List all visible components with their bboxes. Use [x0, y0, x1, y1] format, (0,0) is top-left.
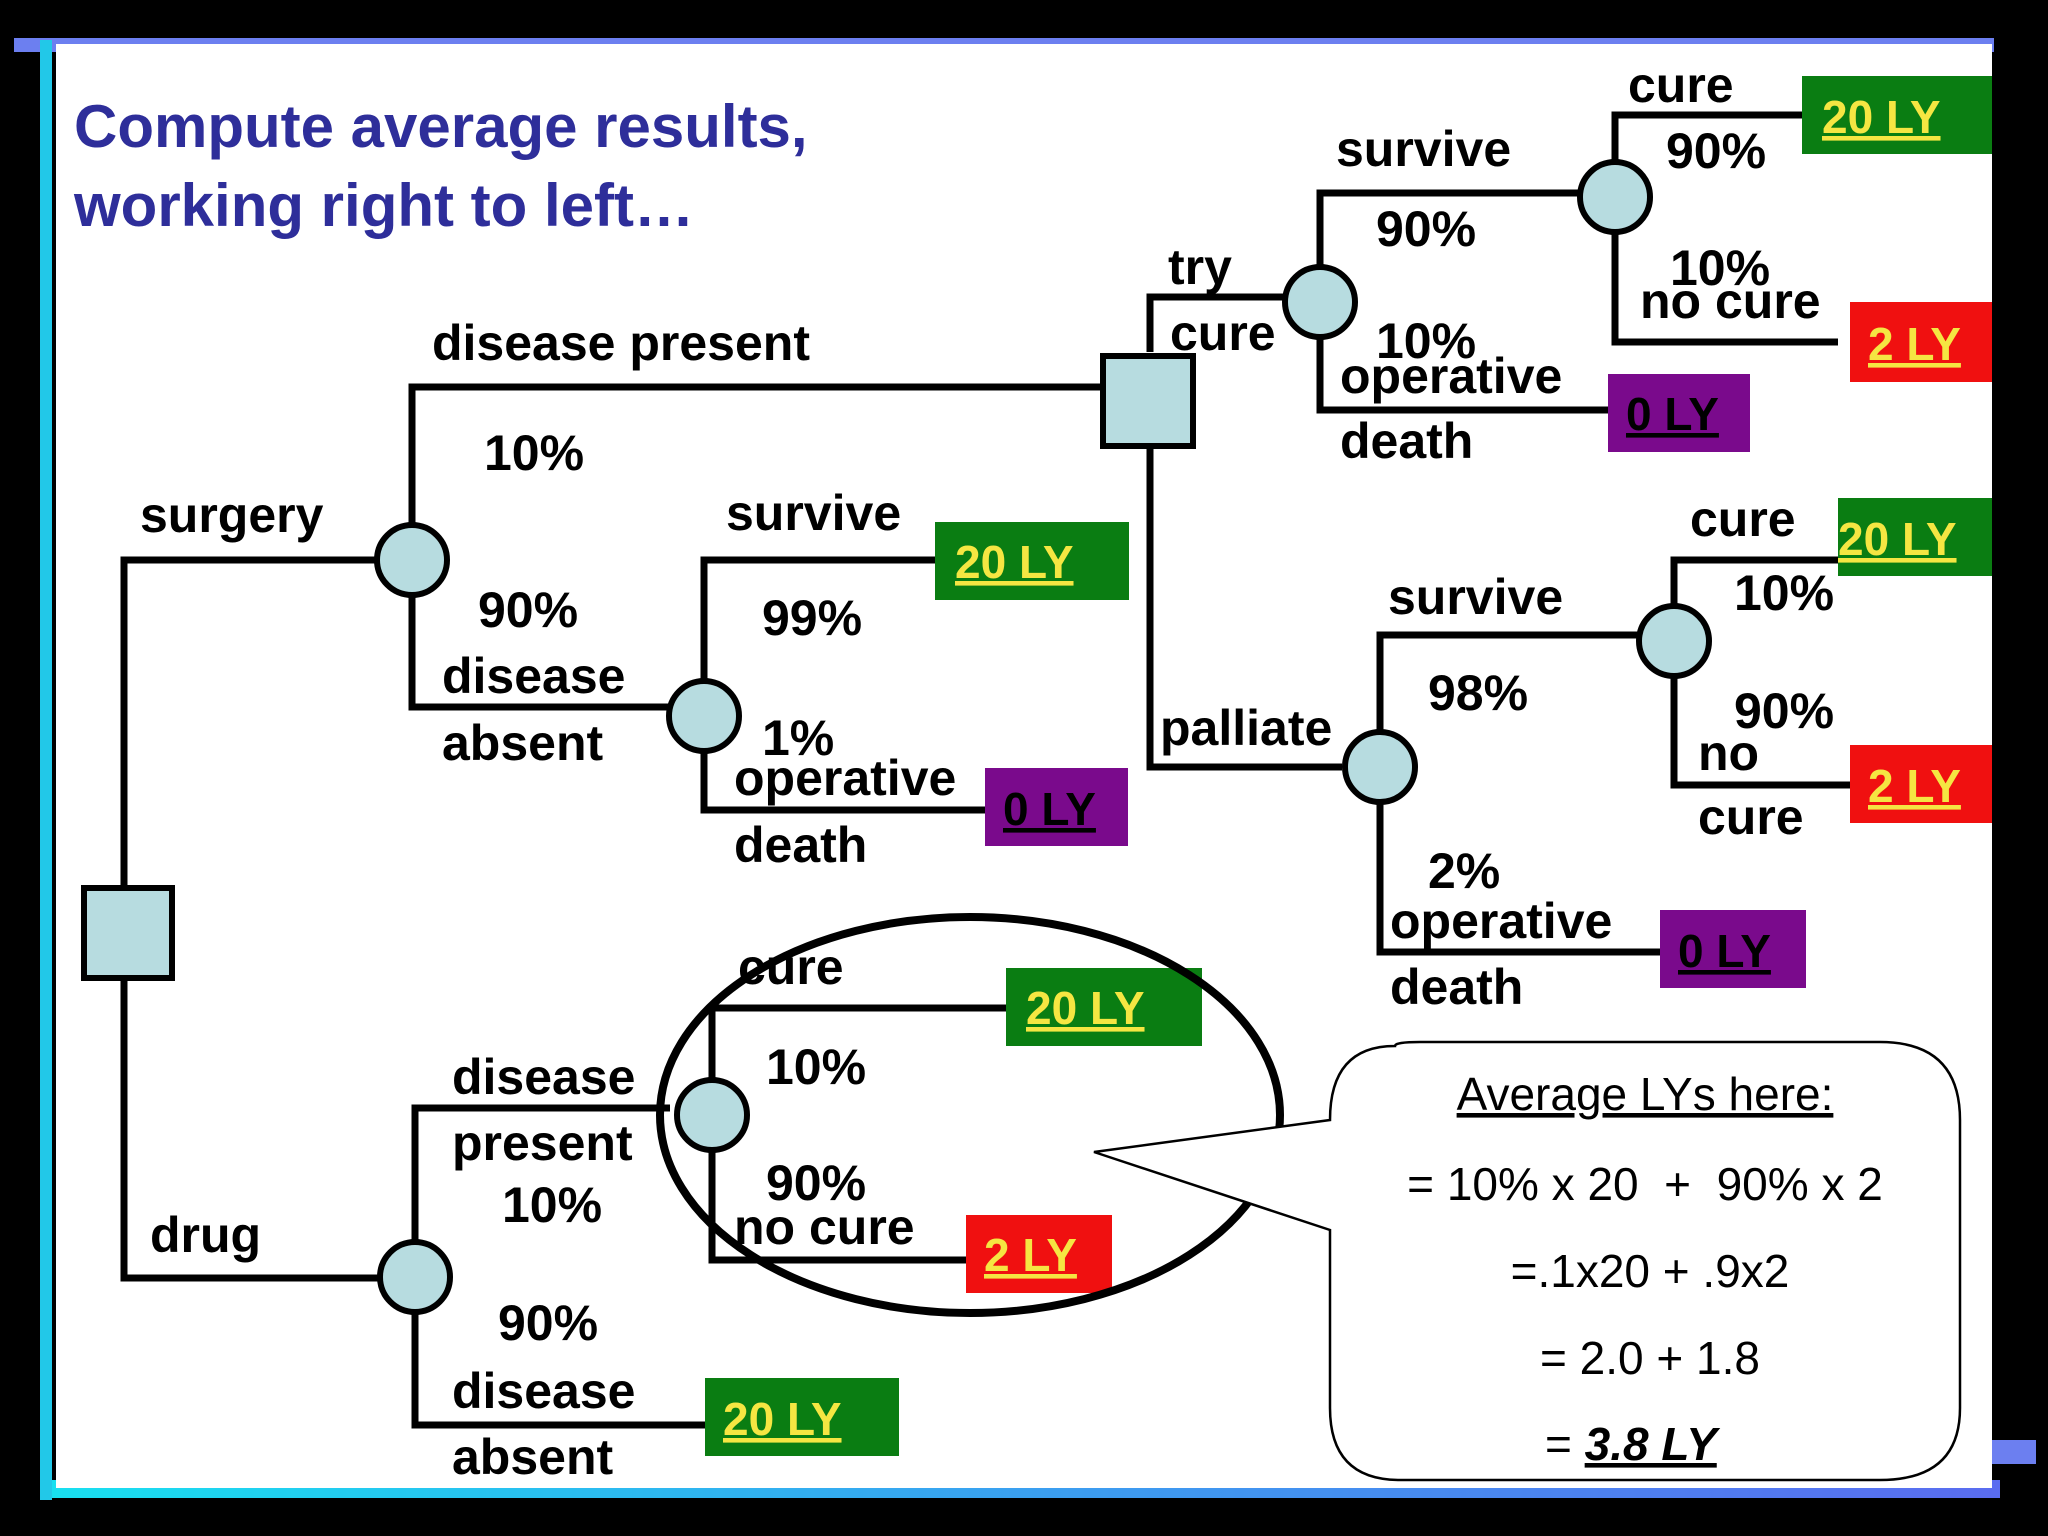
cure-label: cure [738, 939, 844, 995]
title-line-1: Compute average results, [74, 93, 808, 160]
title-line-2: working right to left… [73, 172, 694, 239]
probability-label: 90% [1734, 683, 1834, 739]
survive-label: survive [726, 485, 901, 541]
probability-label: 10% [1670, 240, 1770, 296]
probability-label: 1% [762, 710, 834, 766]
outcome-box-20ly [1802, 76, 1992, 154]
palliate-survive-chance-node [1636, 603, 1712, 679]
outcome-box-20ly [935, 522, 1129, 600]
drug-chance-node [377, 1239, 453, 1315]
absent-label: absent [452, 1429, 614, 1485]
probability-label: 90% [498, 1295, 598, 1351]
survive-label: survive [1336, 121, 1511, 177]
callout-result-prefix: = [1545, 1418, 1585, 1470]
callout-bubble [1093, 1040, 1962, 1482]
outcome-box-20ly [1838, 498, 1992, 576]
outcome-label: 20 LY [1838, 513, 1957, 565]
probability-label: 10% [1376, 313, 1476, 369]
outcome-box-0ly [1660, 910, 1806, 988]
try-cure-survive-chance-node [1577, 159, 1653, 235]
probability-label: 10% [766, 1039, 866, 1095]
right-accent-tab [1990, 1440, 2036, 1464]
disease-label: disease [452, 1049, 635, 1105]
death-label: death [1390, 959, 1523, 1015]
outcome-label: 0 LY [1003, 783, 1096, 835]
drug-label: drug [150, 1207, 261, 1263]
outcome-label: 0 LY [1678, 925, 1771, 977]
try-cure-chance-node [1282, 264, 1358, 340]
probability-label: 90% [1666, 123, 1766, 179]
no-cure-label: no cure [1640, 273, 1821, 329]
outcome-box-2ly [1850, 302, 1992, 382]
left-accent-bar [40, 40, 52, 1500]
probability-label: 10% [502, 1177, 602, 1233]
death-label: death [1340, 413, 1473, 469]
callout-result-value: 3.8 LY [1585, 1418, 1721, 1470]
operative-label: operative [1390, 893, 1612, 949]
palliate-chance-node [1342, 729, 1418, 805]
outcome-box-0ly [985, 768, 1128, 846]
tree-branches [120, 111, 1850, 1429]
callout-line-2: =.1x20 + .9x2 [1511, 1245, 1790, 1297]
probability-label: 90% [1376, 201, 1476, 257]
callout-heading: Average LYs here: [1457, 1068, 1834, 1120]
operative-label: operative [1340, 348, 1562, 404]
outcome-label: 20 LY [955, 536, 1074, 588]
cure-label: cure [1690, 491, 1796, 547]
outcome-label: 20 LY [1822, 91, 1941, 143]
outcome-label: 2 LY [984, 1229, 1077, 1281]
survive-label: survive [1388, 569, 1563, 625]
highlight-ellipse [656, 913, 1284, 1317]
disease-absent-chance-node [666, 678, 742, 754]
outcome-box-20ly [1006, 968, 1202, 1046]
absent-label: absent [442, 715, 604, 771]
outcome-box-2ly [966, 1215, 1112, 1293]
outcome-box-20ly [705, 1378, 899, 1456]
surgery-label: surgery [140, 487, 324, 543]
outcome-label: 2 LY [1868, 318, 1961, 370]
cure-label: cure [1628, 57, 1734, 113]
no-label: no [1698, 725, 1759, 781]
disease-label: disease [442, 648, 625, 704]
probability-label: 99% [762, 590, 862, 646]
callout-result: = 3.8 LY [1545, 1418, 1721, 1470]
cure-label: cure [1698, 789, 1804, 845]
probability-label: 10% [1734, 565, 1834, 621]
try-label: try [1168, 239, 1232, 295]
outcome-label: 20 LY [723, 1393, 842, 1445]
operative-label: operative [734, 750, 956, 806]
present-label: present [452, 1115, 633, 1171]
root-decision-node [81, 885, 175, 981]
palliate-label: palliate [1160, 700, 1332, 756]
probability-label: 98% [1428, 665, 1528, 721]
outcome-boxes: 20 LY 2 LY 0 LY 20 LY 0 LY 20 LY 2 LY 0 … [705, 76, 1992, 1456]
probability-label: 2% [1428, 843, 1500, 899]
no-cure-label: no cure [734, 1199, 915, 1255]
callout-line-1: = 10% x 20 + 90% x 2 [1407, 1158, 1883, 1210]
outcome-box-2ly [1850, 745, 1992, 823]
disease-label: disease [452, 1363, 635, 1419]
surgery-chance-node [374, 522, 450, 598]
outcome-label: 0 LY [1626, 388, 1719, 440]
disease-present-decision-node [1100, 353, 1196, 449]
probability-label: 10% [484, 425, 584, 481]
outcome-label: 2 LY [1868, 760, 1961, 812]
branch-labels: surgery disease present 10% 90% disease … [140, 57, 1834, 1485]
drug-disease-present-chance-node [674, 1077, 750, 1153]
cure-label: cure [1170, 305, 1276, 361]
callout-line-3: = 2.0 + 1.8 [1540, 1332, 1760, 1384]
disease-present-label: disease present [432, 315, 810, 371]
outcome-label: 20 LY [1026, 982, 1145, 1034]
death-label: death [734, 817, 867, 873]
outcome-box-0ly [1608, 374, 1750, 452]
probability-label: 90% [478, 582, 578, 638]
probability-label: 90% [766, 1155, 866, 1211]
